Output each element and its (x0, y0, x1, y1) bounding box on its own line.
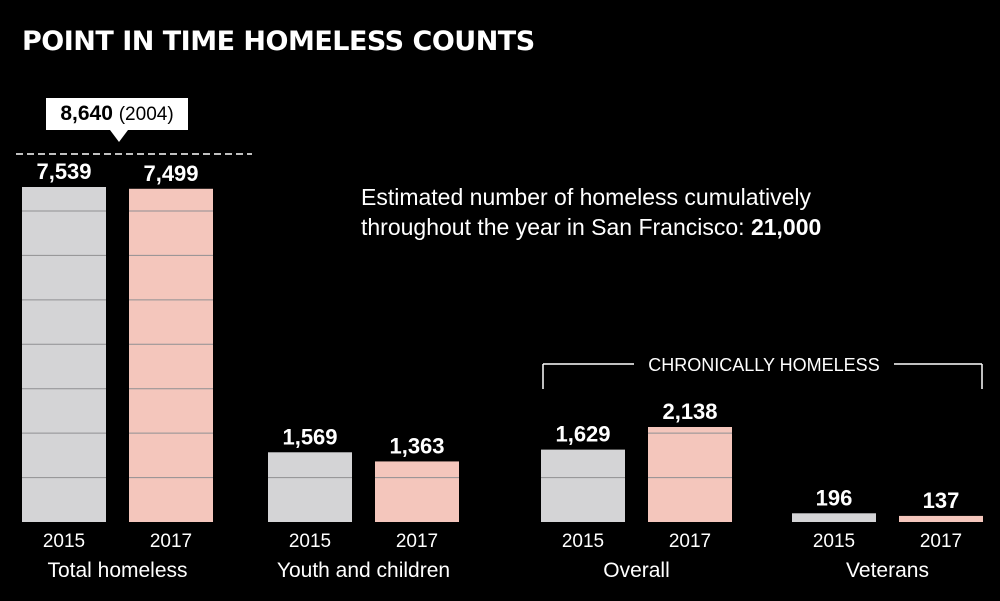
category-label: Overall (603, 559, 670, 582)
note-line-2-text: throughout the year in San Francisco: (361, 214, 751, 240)
tick-label: 2015 (562, 531, 604, 552)
data-label: 1,629 (555, 422, 610, 447)
category-label: Total homeless (47, 559, 187, 582)
category-label: Veterans (846, 559, 929, 582)
tick-label: 2015 (813, 531, 855, 552)
tick-label: 2015 (43, 531, 85, 552)
note-value: 21,000 (750, 214, 822, 240)
callout-value: 8,640 (60, 102, 113, 125)
bar (899, 515, 983, 522)
callout-year: (2004) (118, 104, 174, 125)
note-line-1: Estimated number of homeless cumulativel… (361, 184, 811, 210)
bar (648, 426, 732, 522)
data-label: 7,499 (143, 161, 198, 186)
category-label: Youth and children (277, 559, 450, 582)
tick-label: 2017 (396, 531, 438, 552)
tick-label: 2017 (920, 531, 962, 552)
data-label: 1,569 (282, 424, 337, 449)
bar (792, 513, 876, 522)
bar (268, 452, 352, 522)
data-label: 1,363 (389, 433, 444, 458)
data-label: 2,138 (662, 399, 717, 424)
bar (375, 461, 459, 522)
peak-callout: 8,640 (2004) (46, 98, 188, 130)
callout-pointer (110, 130, 128, 142)
tick-label: 2017 (669, 531, 711, 552)
bar (22, 187, 106, 522)
bar (129, 188, 213, 523)
chart-title: POINT IN TIME HOMELESS COUNTS (22, 26, 535, 57)
bar (541, 449, 625, 522)
data-label: 137 (923, 488, 960, 513)
tick-label: 2017 (150, 531, 192, 552)
cumulative-estimate-note: Estimated number of homeless cumulativel… (361, 182, 821, 242)
note-line-2: throughout the year in San Francisco: 21… (361, 212, 821, 242)
data-label: 196 (816, 485, 853, 510)
bracket-label: CHRONICALLY HOMELESS (648, 355, 879, 375)
data-label: 7,539 (36, 159, 91, 184)
tick-label: 2015 (289, 531, 331, 552)
